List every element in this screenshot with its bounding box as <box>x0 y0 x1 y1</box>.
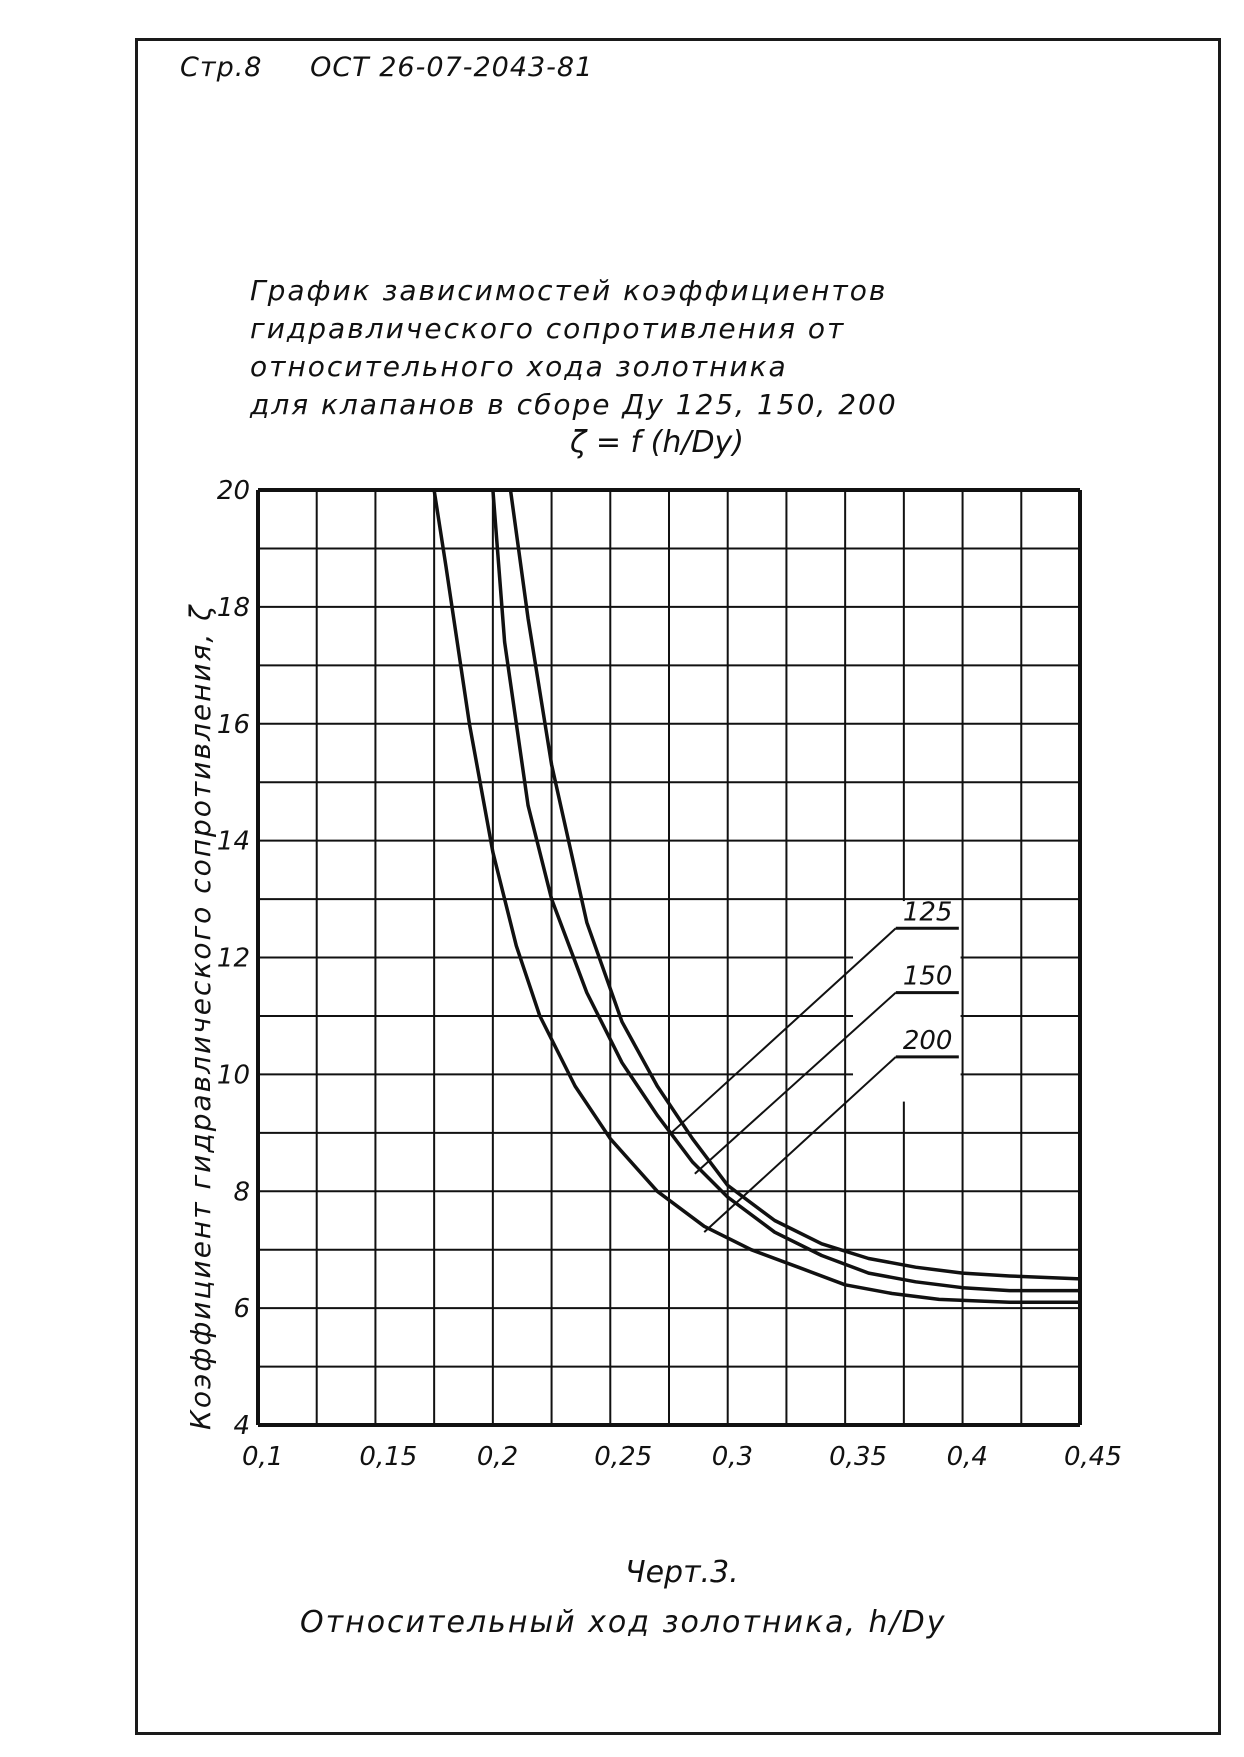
sheet-frame <box>135 38 1221 1735</box>
x-tick-label: 0,2 <box>477 1442 518 1472</box>
x-tick-labels: 0,1 0,15 0,2 0,25 0,3 0,35 0,4 0,45 <box>242 1442 1122 1472</box>
y-tick-label: 20 <box>217 476 250 506</box>
callout-leader-150 <box>694 991 897 1175</box>
formula: ζ = f (h/Dу) <box>570 425 745 460</box>
callout-leader-200 <box>703 1056 897 1233</box>
callout-label-150: 150 <box>903 962 953 992</box>
y-tick-label: 14 <box>217 827 250 857</box>
x-tick-label: 0,25 <box>594 1442 652 1472</box>
y-tick-label: 6 <box>233 1294 250 1324</box>
chart-grid <box>256 488 1082 1427</box>
chart-callouts: 125 150 200 <box>670 897 959 1233</box>
y-tick-label: 4 <box>233 1411 250 1441</box>
callout-label-200: 200 <box>903 1026 953 1056</box>
y-tick-label: 12 <box>217 944 250 974</box>
curve-125 <box>508 489 1081 1281</box>
x-tick-label: 0,35 <box>829 1442 887 1472</box>
callout-leader-125 <box>670 927 897 1134</box>
y-tick-labels: 4 6 8 10 12 14 16 18 20 <box>217 476 250 1441</box>
x-tick-label: 0,1 <box>242 1442 283 1472</box>
y-tick-label: 8 <box>233 1177 250 1207</box>
page-number: Стр.8 <box>180 52 263 83</box>
legend-box <box>853 901 961 1102</box>
callout-label-125: 125 <box>903 897 953 927</box>
title-line-2: гидравлического сопротивления от <box>250 312 846 345</box>
x-tick-label: 0,3 <box>712 1442 753 1472</box>
x-tick-label: 0,15 <box>359 1442 417 1472</box>
standard-code: ОСТ 26-07-2043-81 <box>310 52 594 83</box>
title-line-3: относительного хода золотника <box>250 350 788 383</box>
y-axis-label: Коэффициент гидравлического сопротивлени… <box>184 604 217 1430</box>
x-tick-label: 0,45 <box>1064 1442 1122 1472</box>
y-tick-label: 10 <box>217 1060 250 1090</box>
title-line-1: График зависимостей коэффициентов <box>250 274 888 307</box>
x-tick-label: 0,4 <box>947 1442 988 1472</box>
y-tick-label: 16 <box>217 710 250 740</box>
page-header: Стр.8 ОСТ 26-07-2043-81 <box>180 52 631 83</box>
chart-curves <box>432 489 1081 1305</box>
x-axis-label: Относительный ход золотника, h/Dу <box>300 1605 947 1640</box>
y-tick-label: 18 <box>217 593 250 623</box>
curve-150 <box>491 489 1080 1293</box>
figure-caption: Черт.3. <box>625 1555 739 1590</box>
title-line-4: для клапанов в сборе Ду 125, 150, 200 <box>250 388 898 421</box>
curve-200 <box>432 489 1080 1305</box>
chart-title: График зависимостей коэффициентов гидрав… <box>250 272 1130 424</box>
